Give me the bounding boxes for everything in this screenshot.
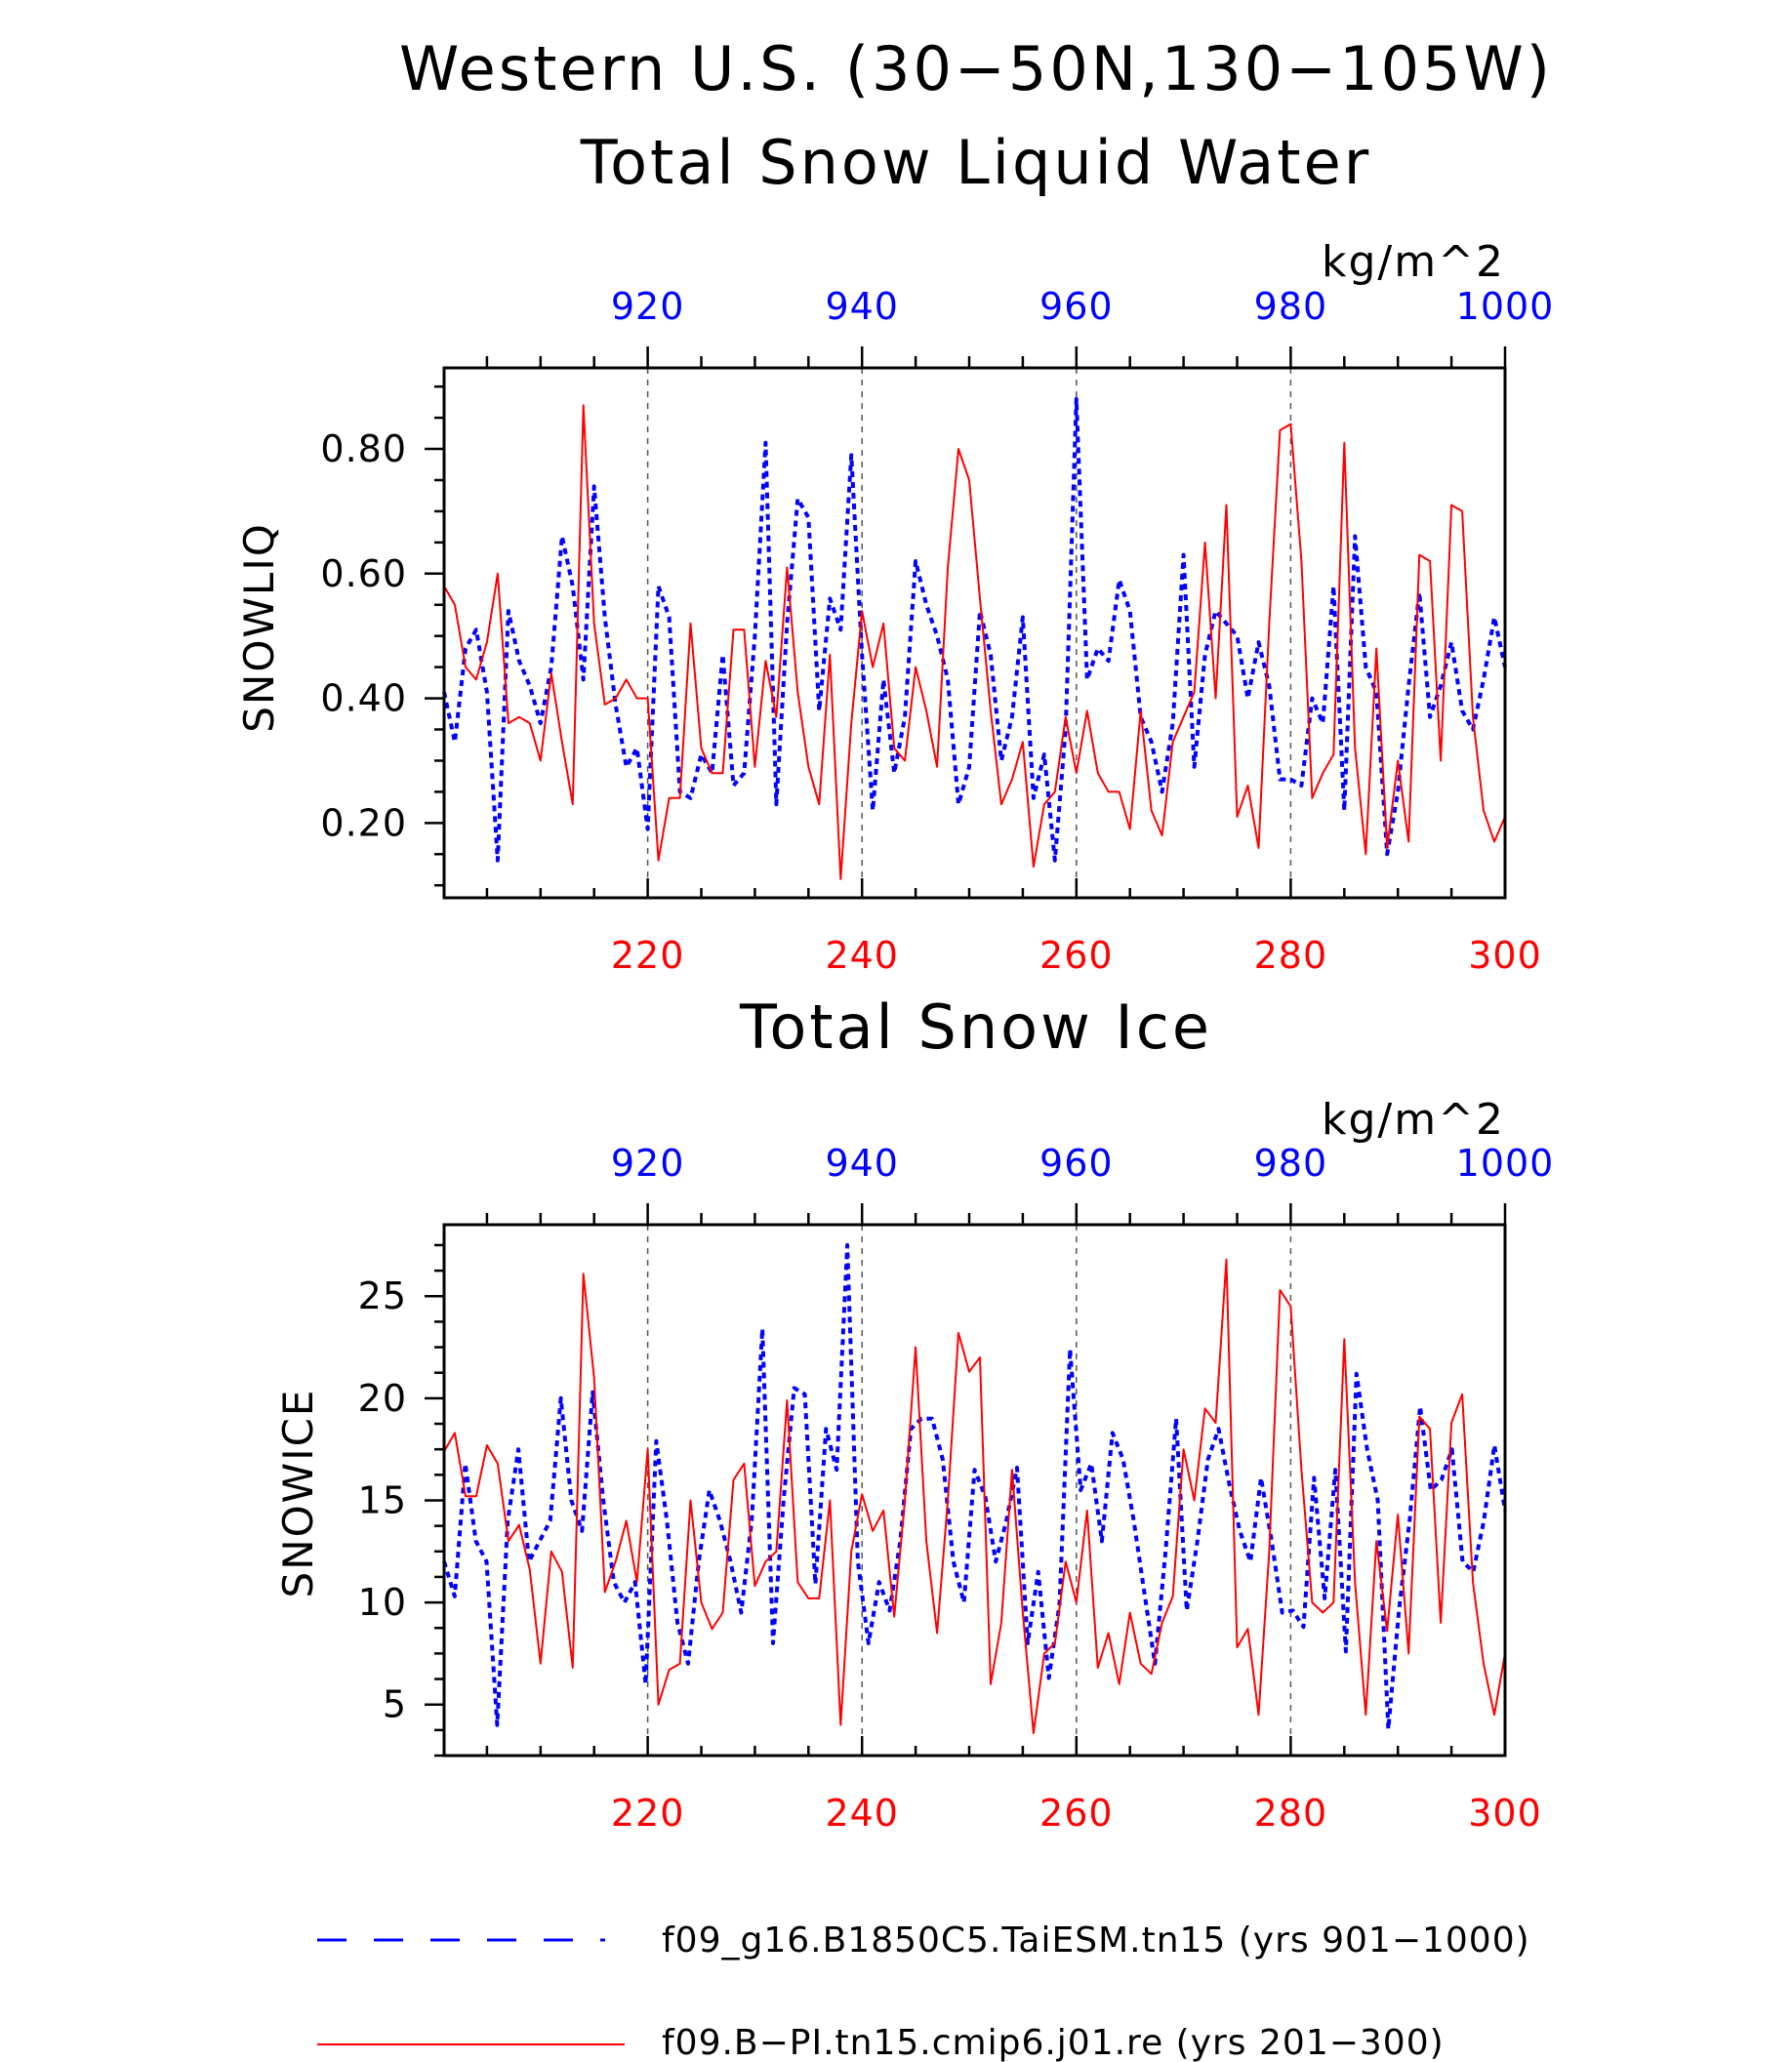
series-line-dashed [442, 1242, 1507, 1731]
y-tick-label: 0.40 [320, 677, 407, 720]
x-tick-label-bottom: 260 [1039, 1792, 1114, 1835]
x-tick-label-bottom: 220 [611, 1792, 685, 1835]
panel-snowice: Total Snow Ice kg/m^2 SNOWICE 220 240 260 2… [274, 991, 1555, 1835]
x-tick-label-bottom: 240 [825, 1792, 899, 1835]
panel-title: Total Snow Ice [739, 991, 1212, 1063]
units-label: kg/m^2 [1322, 237, 1505, 287]
legend-label: f09_g16.B1850C5.TaiESM.tn15 (yrs 901−100… [662, 1920, 1530, 1961]
tick-marks [425, 1203, 1507, 1758]
series-line-solid [443, 1258, 1506, 1734]
y-tick-label: 20 [358, 1377, 407, 1420]
panel-snowliq: Total Snow Liquid Water kg/m^2 SNOWLIQ 2… [235, 127, 1555, 977]
x-tick-label-top: 920 [611, 1142, 685, 1185]
series-layer [442, 1242, 1507, 1734]
tick-labels: 220 240 260 280 300 920 940 960 980 1000 0.20 0.40 0… [320, 285, 1555, 977]
x-tick-label-top: 980 [1254, 285, 1328, 328]
y-tick-label: 5 [383, 1683, 407, 1726]
tick-marks [425, 346, 1507, 898]
y-tick-label: 25 [358, 1274, 407, 1317]
y-tick-label: 0.20 [320, 801, 407, 844]
x-tick-label-top: 940 [825, 1142, 899, 1185]
y-tick-label: 0.60 [320, 552, 407, 595]
figure-title: Western U.S. (30−50N,130−105W) [399, 33, 1553, 104]
x-tick-label-top: 940 [825, 285, 899, 328]
x-tick-label-bottom: 240 [825, 934, 899, 977]
x-tick-label-bottom: 260 [1039, 934, 1114, 977]
tick-labels: 220 240 260 280 300 920 940 960 980 1000 5 10 15 20 25 [358, 1142, 1555, 1835]
series-line-solid [443, 404, 1506, 880]
x-tick-label-top: 1000 [1456, 1142, 1555, 1185]
y-axis-label: SNOWICE [274, 1389, 322, 1598]
x-tick-label-top: 920 [611, 285, 685, 328]
x-tick-label-top: 980 [1254, 1142, 1328, 1185]
x-tick-label-bottom: 300 [1468, 934, 1542, 977]
panel-title: Total Snow Liquid Water [580, 127, 1372, 198]
y-axis-label: SNOWLIQ [235, 522, 283, 733]
legend-label: f09.B−PI.tn15.cmip6.j01.re (yrs 201−300) [662, 2023, 1445, 2062]
series-line-dashed [442, 396, 1507, 863]
y-tick-label: 10 [358, 1581, 407, 1624]
x-tick-label-top: 1000 [1456, 285, 1555, 328]
series-layer [442, 396, 1507, 880]
x-tick-label-bottom: 220 [611, 934, 685, 977]
grid-lines [646, 1225, 1292, 1756]
plot-frame [442, 366, 1507, 900]
legend: f09_g16.B1850C5.TaiESM.tn15 (yrs 901−100… [317, 1920, 1530, 2062]
x-tick-label-top: 960 [1039, 285, 1114, 328]
y-tick-label: 15 [358, 1478, 407, 1521]
units-label: kg/m^2 [1322, 1095, 1505, 1145]
x-tick-label-top: 960 [1039, 1142, 1114, 1185]
x-tick-label-bottom: 300 [1468, 1792, 1542, 1835]
x-tick-label-bottom: 280 [1254, 934, 1328, 977]
y-tick-label: 0.80 [320, 427, 407, 470]
plot-frame [442, 1223, 1507, 1758]
x-tick-label-bottom: 280 [1254, 1792, 1328, 1835]
